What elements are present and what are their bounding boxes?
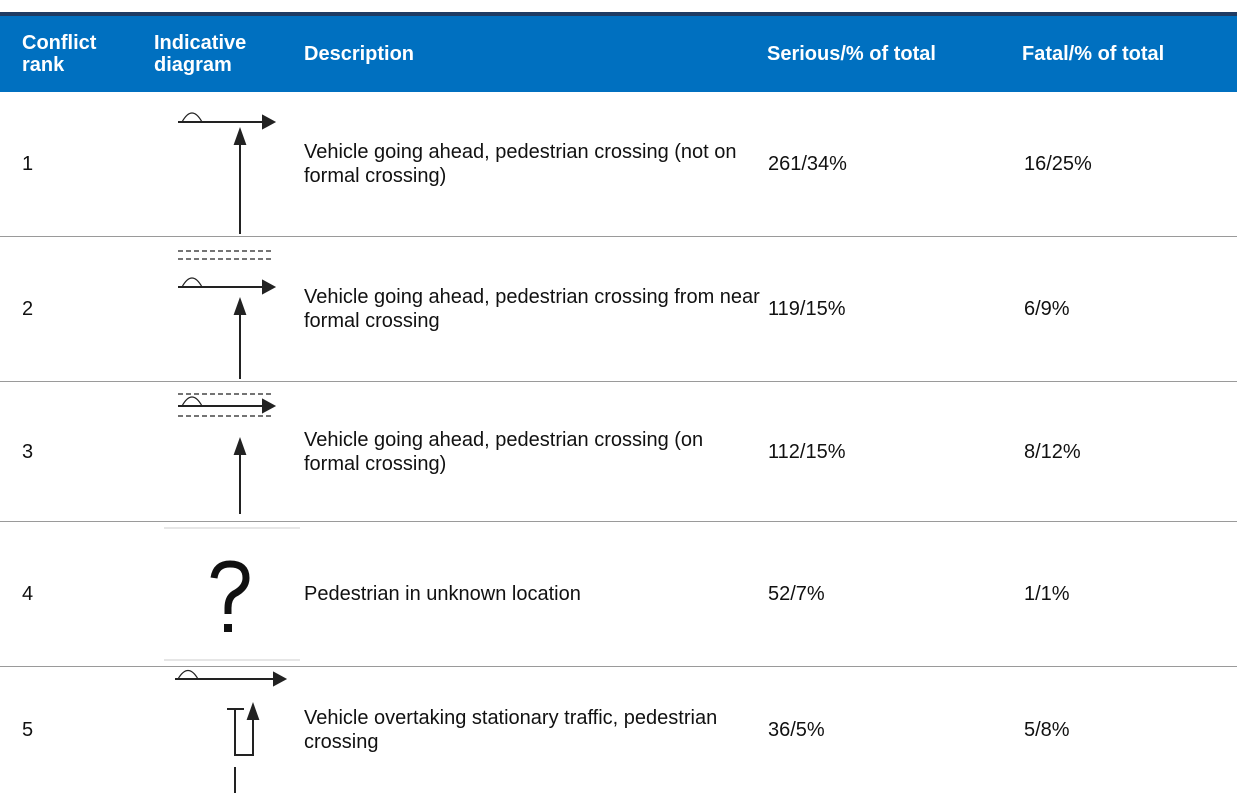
table-row: 5 Vehicle overtaking stationary traffic,… <box>0 667 1237 793</box>
rank-cell: 4 <box>0 521 150 667</box>
serious-cell: 261/34% <box>760 92 1010 237</box>
diagram-cell <box>150 521 300 667</box>
header-row: Conflict rank Indicative diagram Descrip… <box>0 12 1237 92</box>
rank-cell: 3 <box>0 381 150 522</box>
diagram-cell <box>150 667 300 793</box>
rank-cell: 1 <box>0 92 150 237</box>
table-row: 4 Pedestrian in unknown location 52/7% 1/1… <box>0 521 1237 667</box>
rank-cell: 2 <box>0 236 150 382</box>
diagram <box>178 112 277 234</box>
header-cell: Fatal/% of total <box>1010 12 1237 92</box>
table-body: 1 Vehicle going ahead, pedestrian crossi… <box>0 92 1237 793</box>
fatal-cell: 6/9% <box>1010 236 1237 382</box>
diagram <box>178 250 277 379</box>
diagram <box>175 669 288 793</box>
description-cell: Vehicle going ahead, pedestrian crossing… <box>300 381 760 522</box>
diagram-cell <box>150 236 300 382</box>
table-row: 1 Vehicle going ahead, pedestrian crossi… <box>0 92 1237 237</box>
serious-cell: 36/5% <box>768 719 825 741</box>
description-cell: Vehicle going ahead, pedestrian crossing… <box>300 92 760 237</box>
diagram <box>178 393 277 514</box>
fatal-cell: 1/1% <box>1010 521 1237 667</box>
header-cell: Conflict rank <box>0 12 150 92</box>
description-cell: Pedestrian in unknown location <box>300 521 760 667</box>
serious-cell: 112/15% <box>760 381 1010 522</box>
dot <box>224 624 232 632</box>
table-row: 3 Vehicle going ahead, pedestrian crossi… <box>0 381 1237 522</box>
description-cell: Vehicle going ahead, pedestrian crossing… <box>300 236 760 382</box>
header-cell: Description <box>300 12 760 92</box>
conflict-table: Conflict rank Indicative diagram Descrip… <box>0 12 1237 793</box>
header-cell: Indicative diagram <box>150 12 300 92</box>
header-cell: Serious/% of total <box>760 12 1010 92</box>
description-cell: Vehicle overtaking stationary traffic, p… <box>304 707 718 753</box>
table-wrap: Conflict rank Indicative diagram Descrip… <box>0 12 1237 793</box>
fatal-cell: 5/8% <box>1024 719 1070 741</box>
serious-cell: 119/15% <box>760 236 1010 382</box>
fatal-cell: 8/12% <box>1010 381 1237 522</box>
rank-cell: 5 <box>22 719 34 741</box>
table-row: 2 Vehicle going ahead, pedestrian crossi… <box>0 236 1237 382</box>
diagram-cell <box>150 92 300 237</box>
serious-cell: 52/7% <box>760 521 1010 667</box>
diagram-cell <box>150 381 300 522</box>
fatal-cell: 16/25% <box>1010 92 1237 237</box>
diagram <box>164 527 300 661</box>
